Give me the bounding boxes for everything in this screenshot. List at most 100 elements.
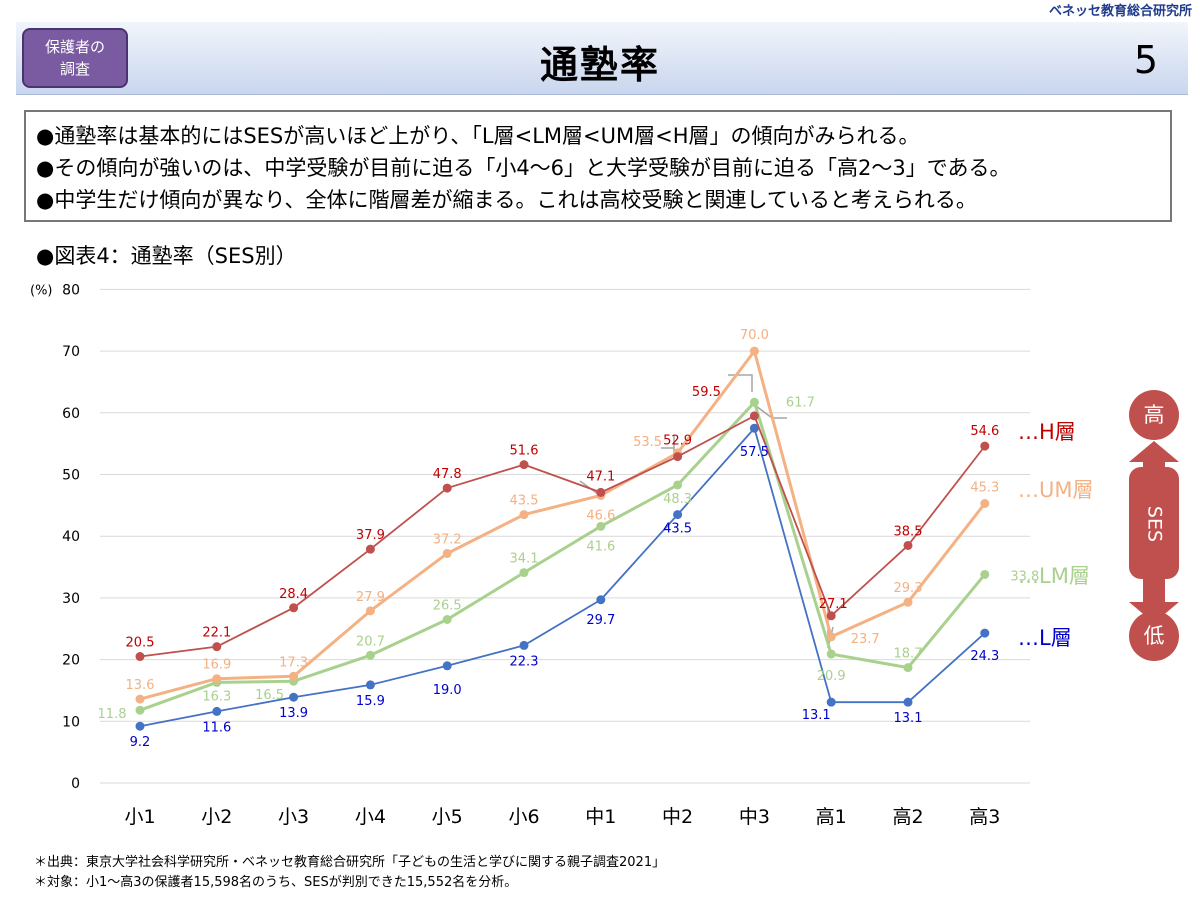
data-label: 53.5 bbox=[633, 435, 662, 450]
survey-badge: 保護者の 調査 bbox=[22, 28, 128, 88]
data-point bbox=[980, 569, 990, 579]
data-label: 19.0 bbox=[433, 683, 462, 698]
data-point bbox=[903, 663, 913, 673]
data-label: 33.8 bbox=[1010, 569, 1039, 584]
data-label: 20.5 bbox=[126, 636, 155, 651]
data-label: 54.6 bbox=[970, 424, 999, 439]
data-label: 45.3 bbox=[970, 480, 999, 495]
data-point bbox=[135, 694, 145, 704]
data-label: 57.5 bbox=[740, 445, 769, 460]
summary-box: ●通塾率は基本的にはSESが高いほど上がり、「L層<LM層<UM層<H層」の傾向… bbox=[24, 110, 1172, 222]
x-tick-label: 小1 bbox=[124, 806, 155, 828]
data-label: 38.5 bbox=[894, 524, 923, 539]
ses-high-label: 高 bbox=[1144, 403, 1165, 427]
ses-arrow-label: SES bbox=[1144, 506, 1166, 542]
data-point bbox=[135, 705, 145, 715]
footnote-source: ＊出典：東京大学社会科学研究所・ベネッセ教育総合研究所「子どもの生活と学びに関す… bbox=[34, 855, 666, 870]
data-label: 13.9 bbox=[279, 706, 308, 721]
data-label: 17.3 bbox=[279, 655, 308, 670]
data-label: 16.5 bbox=[255, 688, 284, 703]
data-point bbox=[826, 649, 836, 659]
x-tick-label: 高3 bbox=[969, 806, 1000, 828]
data-point bbox=[749, 411, 759, 421]
data-point bbox=[980, 441, 990, 451]
data-label: 23.7 bbox=[851, 632, 880, 647]
data-point bbox=[980, 498, 990, 508]
data-point bbox=[749, 346, 759, 356]
data-point bbox=[903, 597, 913, 607]
ses-arrow-body bbox=[1129, 467, 1179, 579]
y-tick-label: 10 bbox=[62, 714, 80, 730]
y-axis-unit: (%) bbox=[30, 283, 53, 298]
data-point bbox=[826, 697, 836, 707]
x-tick-label: 小4 bbox=[355, 806, 386, 828]
data-label: 13.1 bbox=[802, 708, 831, 723]
organization-name: ベネッセ教育総合研究所 bbox=[1048, 4, 1192, 19]
series-line-2 bbox=[139, 400, 986, 712]
x-tick-label: 高1 bbox=[816, 806, 847, 828]
data-point bbox=[519, 510, 529, 520]
footnote-target: ＊対象：小1～高3の保護者15,598名のうち、SESが判別できた15,552名… bbox=[34, 875, 518, 890]
data-label: 20.9 bbox=[817, 669, 846, 684]
data-label: 47.8 bbox=[433, 467, 462, 482]
data-label: 13.6 bbox=[126, 678, 155, 693]
data-point bbox=[442, 548, 452, 558]
data-label: 18.7 bbox=[894, 647, 923, 662]
data-label: 59.5 bbox=[692, 385, 721, 400]
summary-line-3: ●中学生だけ傾向が異なり、全体に階層差が縮まる。これは高校受験と関連していると考… bbox=[36, 188, 977, 212]
y-tick-label: 30 bbox=[62, 591, 80, 607]
series-line-0 bbox=[139, 414, 986, 658]
data-point bbox=[442, 661, 452, 671]
legend-entry: …L層 bbox=[1018, 626, 1072, 650]
data-point bbox=[365, 606, 375, 616]
y-tick-label: 80 bbox=[62, 282, 80, 298]
data-point bbox=[135, 721, 145, 731]
legend-entry: …LM層 bbox=[1018, 564, 1090, 588]
data-label: 28.4 bbox=[279, 587, 308, 602]
data-point bbox=[980, 628, 990, 638]
data-label: 43.5 bbox=[510, 494, 539, 509]
data-point bbox=[135, 652, 145, 662]
data-label: 15.9 bbox=[356, 694, 385, 709]
data-point bbox=[442, 614, 452, 624]
data-point bbox=[519, 568, 529, 578]
y-tick-label: 20 bbox=[62, 653, 80, 669]
data-point bbox=[903, 540, 913, 550]
data-label: 37.2 bbox=[433, 532, 462, 547]
data-label: 22.3 bbox=[510, 654, 539, 669]
data-label: 70.0 bbox=[740, 328, 769, 343]
figure-label: ●図表4：通塾率（SES別） bbox=[36, 244, 297, 268]
data-point bbox=[519, 640, 529, 650]
x-tick-label: 小2 bbox=[201, 806, 232, 828]
y-tick-label: 70 bbox=[62, 344, 80, 360]
data-point bbox=[749, 397, 759, 407]
data-point bbox=[212, 706, 222, 716]
data-label: 46.6 bbox=[586, 508, 615, 523]
data-point bbox=[826, 611, 836, 621]
data-label: 20.7 bbox=[356, 634, 385, 649]
data-label: 48.3 bbox=[663, 492, 692, 507]
y-tick-label: 40 bbox=[62, 529, 80, 545]
data-label: 61.7 bbox=[786, 395, 815, 410]
data-label: 47.1 bbox=[586, 469, 615, 484]
summary-line-1: ●通塾率は基本的にはSESが高いほど上がり、「L層<LM層<UM層<H層」の傾向… bbox=[36, 124, 920, 148]
summary-line-2: ●その傾向が強いのは、中学受験が目前に迫る「小4～6」と大学受験が目前に迫る「高… bbox=[36, 156, 1011, 180]
data-label: 52.9 bbox=[663, 434, 692, 449]
data-point bbox=[365, 544, 375, 554]
data-point bbox=[365, 680, 375, 690]
page-title: 通塾率 bbox=[539, 43, 660, 87]
data-point bbox=[212, 642, 222, 652]
data-label: 29.3 bbox=[894, 581, 923, 596]
data-point bbox=[289, 692, 299, 702]
data-label: 9.2 bbox=[130, 735, 151, 750]
data-label: 27.1 bbox=[819, 597, 848, 612]
data-point bbox=[673, 510, 683, 520]
series-line-1 bbox=[139, 349, 986, 701]
legend-entry: …UM層 bbox=[1018, 478, 1094, 502]
data-point bbox=[212, 674, 222, 684]
data-point bbox=[596, 521, 606, 531]
x-tick-label: 高2 bbox=[892, 806, 923, 828]
data-point bbox=[673, 480, 683, 490]
data-point bbox=[365, 650, 375, 660]
ses-arrow-head-up bbox=[1129, 441, 1179, 462]
